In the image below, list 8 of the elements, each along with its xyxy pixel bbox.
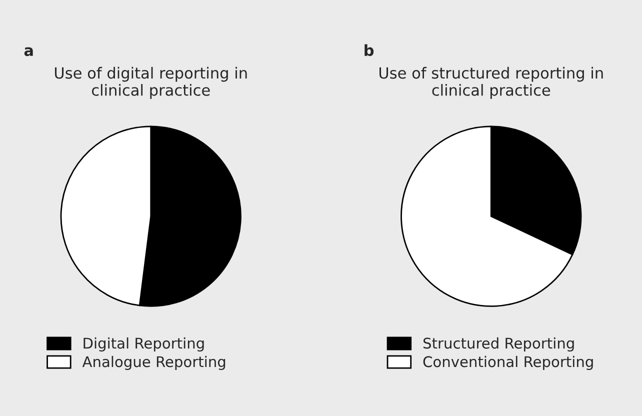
text: b <box>364 44 374 56</box>
text: a <box>24 47 33 56</box>
chart-title: Use of structured reporting in clinical practice <box>380 66 603 99</box>
legend-label: Conventional Reporting <box>423 356 593 370</box>
legend-label: Digital Reporting <box>84 337 204 352</box>
legend-label: Structured Reporting <box>423 337 574 352</box>
legend-label: Analogue Reporting <box>82 356 226 370</box>
chart-title: Use of digital reporting in clinical practice <box>55 66 247 99</box>
